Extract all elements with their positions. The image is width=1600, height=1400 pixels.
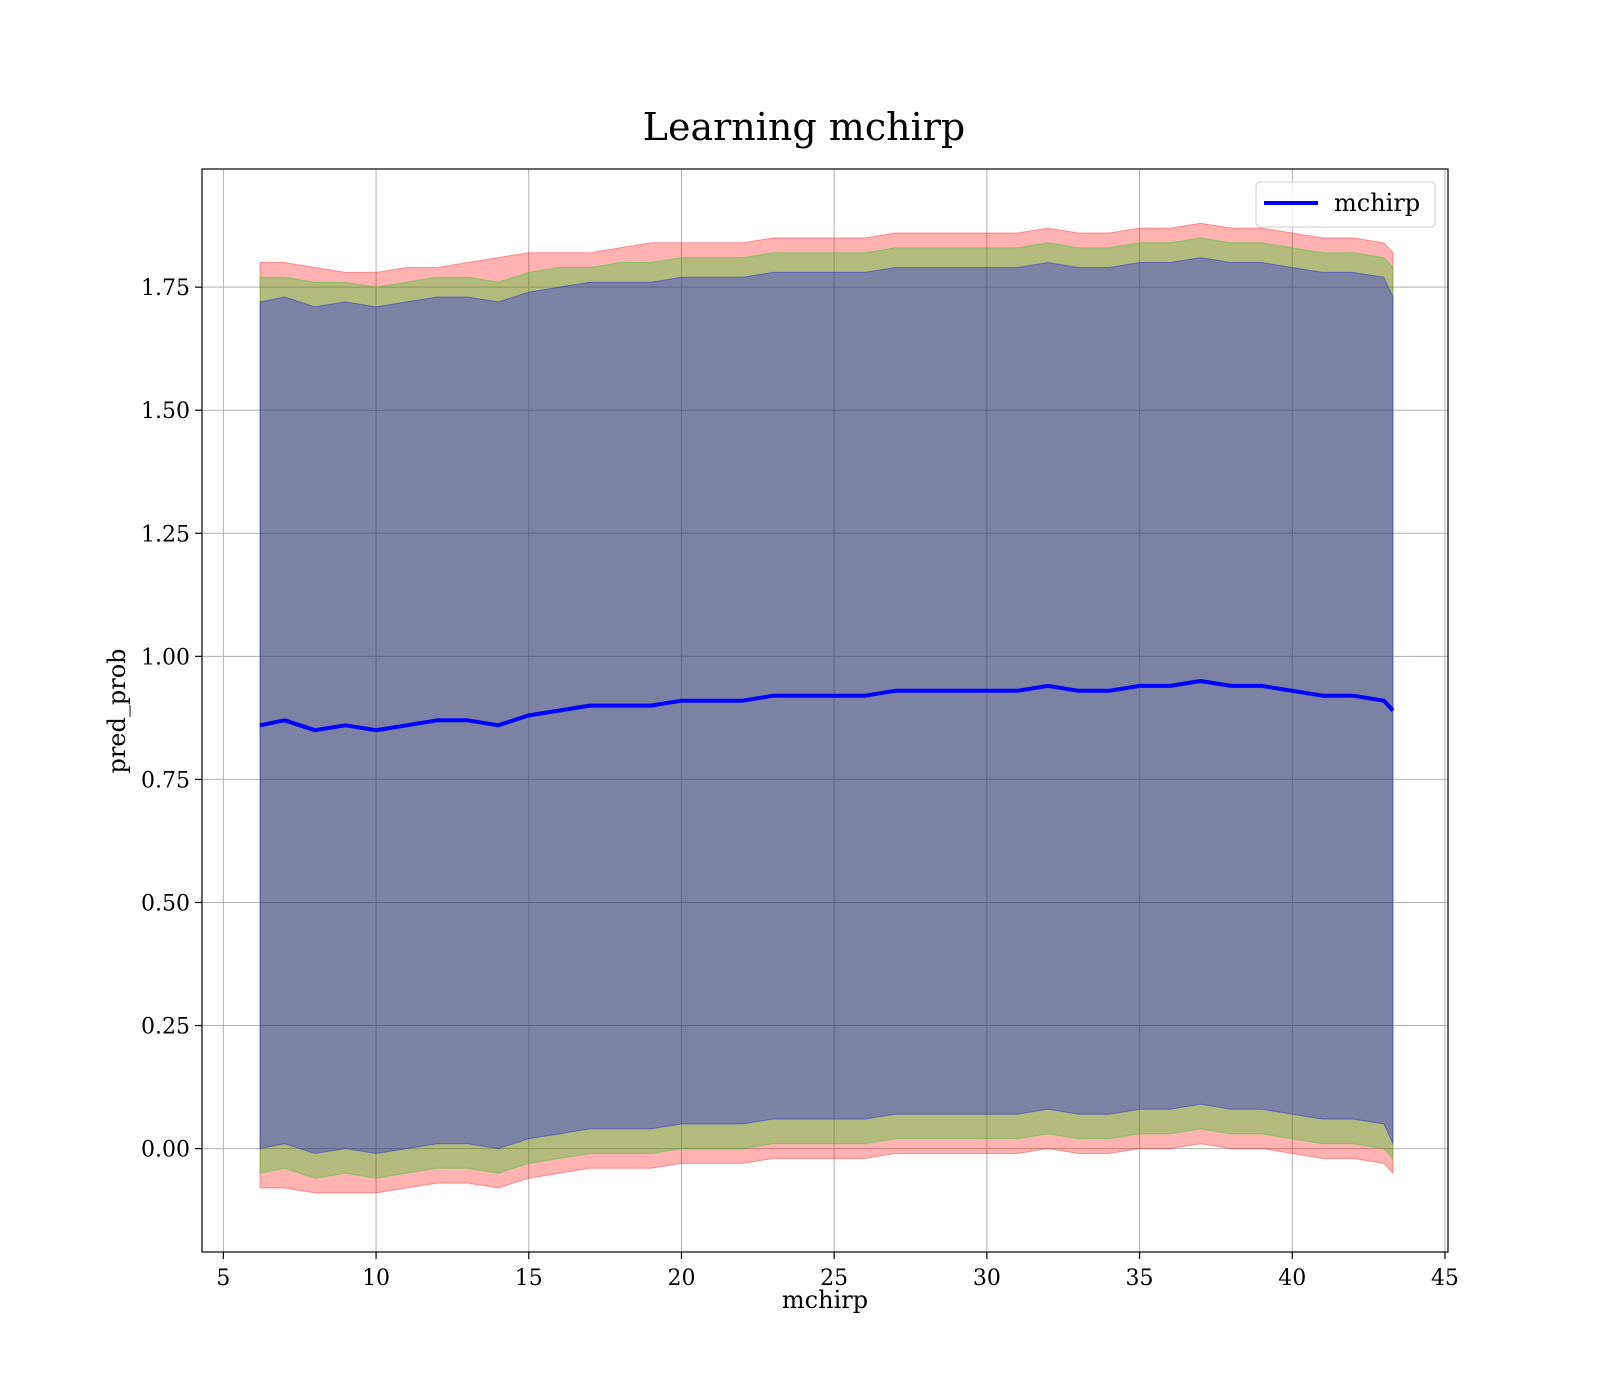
uncertainty-band-2 [259,237,1394,1179]
x-tick-label: 5 [216,1266,230,1291]
y-tick-label: 1.00 [141,645,190,670]
x-tick-label: 40 [1278,1266,1306,1291]
y-axis-label: pred_prob [103,648,131,773]
grid-lines [202,169,1448,1252]
y-tick-label: 1.50 [141,399,190,424]
axis-ticks: 5 10 15 20 25 30 35 40 45 0.00 0.25 0.50 0.75 1.00 1.2… [141,276,1459,1291]
series-lines [259,679,1395,733]
x-tick-label: 30 [973,1266,1001,1291]
y-tick-label: 0.00 [141,1138,190,1163]
legend-label-mchirp: mchirp [1334,189,1420,217]
y-tick-label: 0.25 [141,1015,190,1040]
y-tick-label: 0.50 [141,891,190,916]
x-tick-label: 45 [1431,1266,1459,1291]
plot-frame [201,168,1449,1253]
uncertainty-bands [259,222,1394,1194]
legend-box [1255,181,1436,228]
y-tick-label: 0.75 [141,768,190,793]
uncertainty-band-3 [259,257,1394,1155]
uncertainty-band-1 [259,222,1394,1194]
x-tick-label: 35 [1126,1266,1154,1291]
x-tick-label: 20 [667,1266,695,1291]
series-line-mchirp [259,679,1395,733]
chart-title: Learning mchirp [643,105,965,149]
legend: mchirp [1255,181,1436,228]
y-tick-label: 1.25 [141,522,190,547]
x-tick-label: 10 [362,1266,390,1291]
x-axis-label: mchirp [782,1286,868,1314]
y-tick-label: 1.75 [141,276,190,301]
x-tick-label: 15 [515,1266,543,1291]
x-tick-label: 25 [820,1266,848,1291]
